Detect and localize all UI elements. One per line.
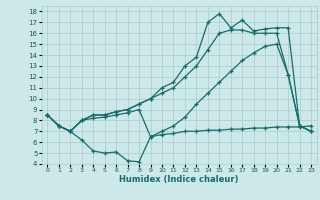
X-axis label: Humidex (Indice chaleur): Humidex (Indice chaleur)	[119, 175, 239, 184]
